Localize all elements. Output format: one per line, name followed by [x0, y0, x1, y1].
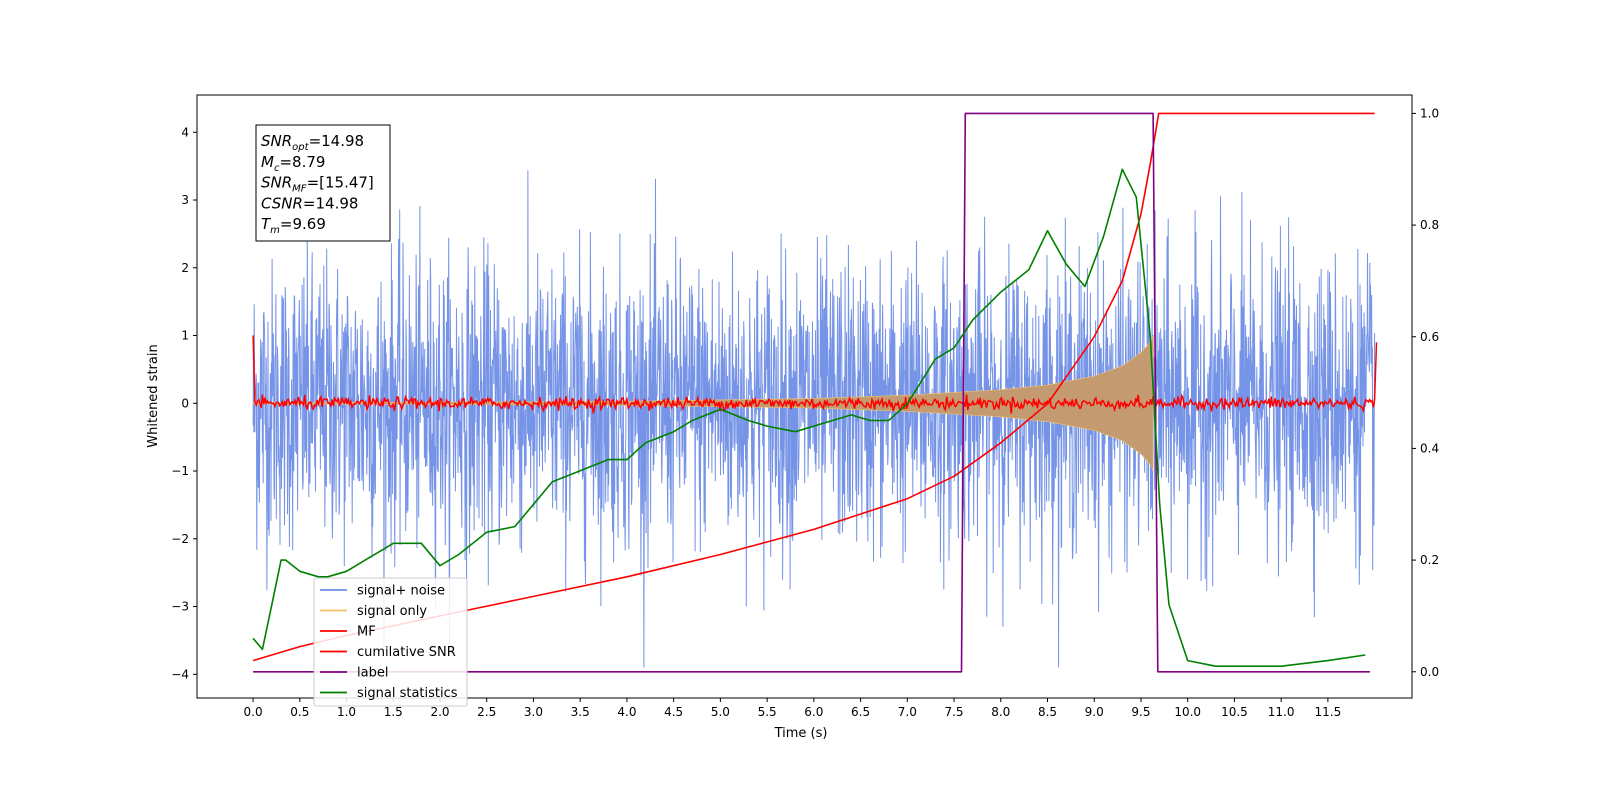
y-tick-label: −4 — [171, 667, 189, 681]
plot-frame — [196, 94, 1413, 699]
y-tick-label: −1 — [171, 464, 189, 478]
series-signal-noise — [252, 170, 1376, 668]
y2-axis-ticks: 1.0 0.8 0.6 0.4 0.2 0.0 — [1412, 106, 1439, 679]
annotation-line: Tm=9.69 — [261, 215, 326, 236]
x-tick-label: 2.5 — [477, 705, 496, 719]
x-axis-ticks: 0.0 0.5 1.0 1.5 2.0 2.5 3.0 3.5 4.0 4.5 5.0 5.5 6.0 6… — [244, 698, 1342, 719]
x-tick-label: 9.5 — [1131, 705, 1150, 719]
x-tick-label: 10.0 — [1174, 705, 1201, 719]
legend-label: MF — [357, 625, 376, 640]
x-tick-label: 9.0 — [1085, 705, 1104, 719]
legend-label: signal statistics — [357, 686, 458, 701]
x-tick-label: 11.0 — [1268, 705, 1295, 719]
y2-tick-label: 1.0 — [1420, 106, 1439, 120]
x-tick-label: 3.5 — [571, 705, 590, 719]
legend-label: cumilative SNR — [357, 645, 456, 660]
legend-label: label — [357, 666, 388, 681]
y2-tick-label: 0.0 — [1420, 665, 1439, 679]
annotation-line: Mc=8.79 — [261, 153, 325, 174]
series-mf — [252, 335, 1378, 414]
x-tick-label: 5.0 — [711, 705, 730, 719]
annotation-line: SNRopt=14.98 — [261, 132, 364, 153]
y-tick-label: 4 — [181, 125, 189, 139]
series-label — [253, 112, 1370, 673]
y-axis-ticks: 4 3 2 1 0 −1 −2 −3 −4 — [171, 125, 197, 681]
y2-tick-label: 0.2 — [1420, 553, 1439, 567]
x-tick-label: 4.5 — [664, 705, 683, 719]
x-tick-label: 1.0 — [337, 705, 356, 719]
x-tick-label: 6.5 — [851, 705, 870, 719]
y-tick-label: 0 — [181, 396, 189, 410]
x-tick-label: 11.5 — [1315, 705, 1342, 719]
y-axis-label: Whitened strain — [146, 344, 161, 447]
x-tick-label: 1.5 — [384, 705, 403, 719]
y-tick-label: 3 — [181, 193, 189, 207]
y2-tick-label: 0.4 — [1420, 441, 1439, 455]
x-tick-label: 7.0 — [898, 705, 917, 719]
legend: signal+ noise signal only MF cumilative SNR… — [313, 577, 468, 707]
y2-tick-label: 0.8 — [1420, 218, 1439, 232]
x-tick-label: 4.0 — [617, 705, 636, 719]
x-tick-label: 0.0 — [244, 705, 263, 719]
x-tick-label: 8.0 — [991, 705, 1010, 719]
y2-tick-label: 0.6 — [1420, 330, 1439, 344]
legend-label: signal+ noise — [357, 584, 445, 599]
annotation-line: SNRMF=[15.47] — [261, 174, 374, 195]
y-tick-label: 2 — [181, 261, 189, 275]
x-axis-label: Time (s) — [774, 726, 828, 741]
y-tick-label: −3 — [171, 600, 189, 614]
series-signal-statistics — [252, 168, 1366, 667]
annotation-box: SNRopt=14.98Mc=8.79SNRMF=[15.47]CSNR=14.… — [255, 124, 391, 242]
x-tick-label: 0.5 — [290, 705, 309, 719]
x-tick-label: 5.5 — [758, 705, 777, 719]
y-tick-label: 1 — [181, 329, 189, 343]
x-tick-label: 10.5 — [1221, 705, 1248, 719]
annotation-line: CSNR=14.98 — [261, 194, 358, 212]
legend-label: signal only — [357, 604, 427, 619]
x-tick-label: 8.5 — [1038, 705, 1057, 719]
x-tick-label: 2.0 — [430, 705, 449, 719]
y-tick-label: −2 — [171, 532, 189, 546]
x-tick-label: 6.0 — [804, 705, 823, 719]
x-tick-label: 7.5 — [944, 705, 963, 719]
x-tick-label: 3.0 — [524, 705, 543, 719]
